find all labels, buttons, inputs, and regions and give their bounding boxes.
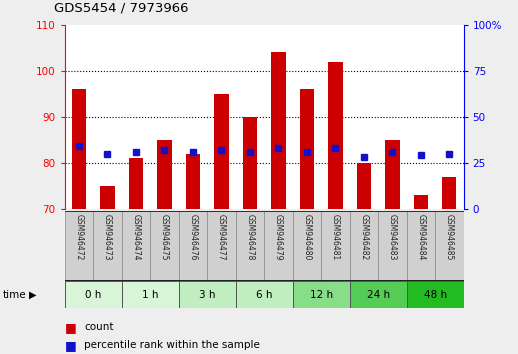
Text: 3 h: 3 h <box>199 290 215 300</box>
Text: 48 h: 48 h <box>424 290 447 300</box>
Bar <box>378 211 407 281</box>
Text: 12 h: 12 h <box>310 290 333 300</box>
Text: GSM946478: GSM946478 <box>246 214 254 261</box>
Bar <box>157 140 171 209</box>
Text: GSM946479: GSM946479 <box>274 214 283 261</box>
Text: GSM946473: GSM946473 <box>103 214 112 261</box>
Bar <box>207 211 236 281</box>
Bar <box>65 211 93 281</box>
Text: time: time <box>3 290 26 300</box>
Bar <box>179 211 207 281</box>
Text: GSM946482: GSM946482 <box>359 214 368 261</box>
Bar <box>328 62 342 209</box>
Text: ▶: ▶ <box>29 290 36 300</box>
Bar <box>93 211 122 281</box>
Bar <box>236 211 264 281</box>
Bar <box>293 211 321 281</box>
Text: 1 h: 1 h <box>142 290 159 300</box>
Bar <box>350 281 407 308</box>
Bar <box>407 211 435 281</box>
Text: GDS5454 / 7973966: GDS5454 / 7973966 <box>54 1 189 14</box>
Bar <box>293 281 350 308</box>
Bar <box>72 89 86 209</box>
Text: percentile rank within the sample: percentile rank within the sample <box>84 340 261 350</box>
Text: GSM946483: GSM946483 <box>388 214 397 261</box>
Text: GSM946476: GSM946476 <box>189 214 197 261</box>
Text: count: count <box>84 322 114 332</box>
Bar <box>179 281 236 308</box>
Text: GSM946474: GSM946474 <box>132 214 140 261</box>
Bar <box>122 211 150 281</box>
Text: GSM946472: GSM946472 <box>75 214 83 261</box>
Bar <box>300 89 314 209</box>
Bar <box>150 211 179 281</box>
Text: GSM946481: GSM946481 <box>331 214 340 261</box>
Bar <box>129 158 143 209</box>
Text: GSM946477: GSM946477 <box>217 214 226 261</box>
Bar <box>122 281 179 308</box>
Bar <box>100 186 114 209</box>
Text: GSM946480: GSM946480 <box>303 214 311 261</box>
Bar <box>236 281 293 308</box>
Text: GSM946485: GSM946485 <box>445 214 454 261</box>
Bar <box>414 195 428 209</box>
Text: ■: ■ <box>65 321 77 334</box>
Bar <box>264 211 293 281</box>
Bar <box>435 211 464 281</box>
Bar <box>350 211 378 281</box>
Text: 24 h: 24 h <box>367 290 390 300</box>
Bar <box>357 163 371 209</box>
Text: 6 h: 6 h <box>256 290 272 300</box>
Bar <box>65 281 122 308</box>
Text: GSM946484: GSM946484 <box>416 214 425 261</box>
Bar <box>442 177 456 209</box>
Text: ■: ■ <box>65 339 77 352</box>
Bar <box>321 211 350 281</box>
Bar <box>407 281 464 308</box>
Text: 0 h: 0 h <box>85 290 102 300</box>
Bar <box>214 94 228 209</box>
Text: GSM946475: GSM946475 <box>160 214 169 261</box>
Bar <box>385 140 399 209</box>
Bar <box>186 154 200 209</box>
Bar <box>243 117 257 209</box>
Bar <box>271 52 285 209</box>
